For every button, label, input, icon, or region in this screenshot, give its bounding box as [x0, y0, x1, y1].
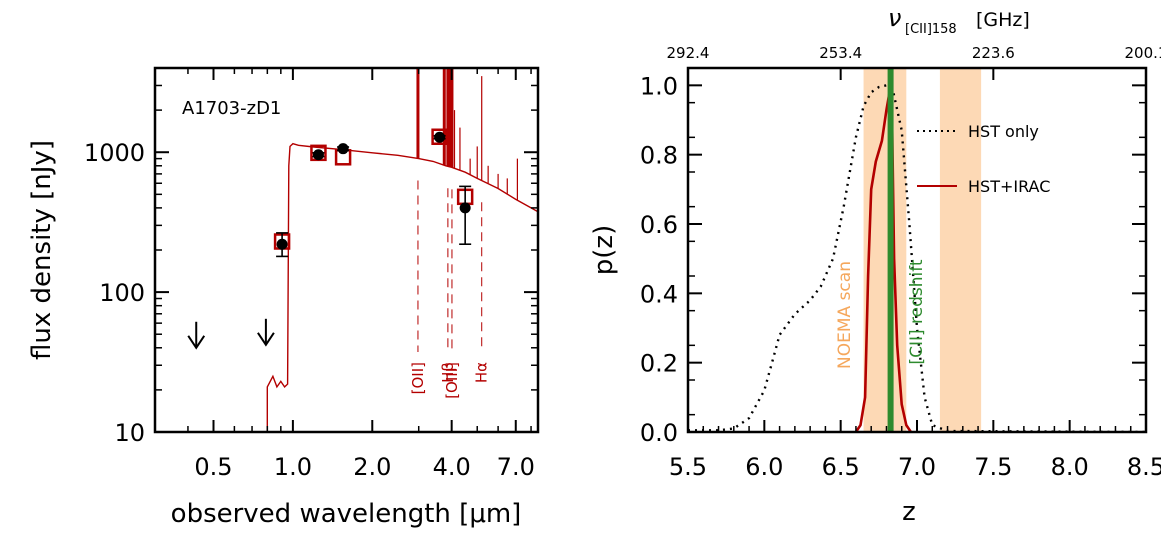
emission-line-label: [OII] — [409, 362, 427, 394]
cii-redshift-label: [CII] redshift — [907, 259, 927, 364]
top-axis-tick-label: 292.4 — [667, 44, 710, 62]
legend-hst-irac-label: HST+IRAC — [968, 177, 1050, 196]
observed-flux-point — [276, 232, 289, 258]
emission-line-label: Hβ — [439, 362, 457, 383]
pz-y-tick-label: 1.0 — [640, 72, 678, 100]
pz-plot-area — [688, 68, 1146, 432]
noema-scan-band — [939, 68, 982, 432]
sed-model-spectrum — [266, 142, 538, 432]
object-label: A1703-zD1 — [182, 98, 281, 119]
svg-text:ν: ν — [888, 4, 901, 32]
top-axis-unit: [GHz] — [976, 9, 1030, 31]
sed-x-tick-label: 2.0 — [353, 453, 391, 481]
sed-y-tick-label: 1000 — [84, 139, 145, 167]
cii-redshift-line — [887, 68, 894, 432]
top-axis-tick-label: 200.1 — [1125, 44, 1161, 62]
observed-flux-point — [312, 149, 325, 161]
noema-scan-label: NOEMA scan — [835, 261, 855, 369]
pz-y-tick-label: 0.2 — [640, 350, 678, 378]
emission-line-label: Hα — [473, 362, 491, 383]
pz-y-tick-label: 0.0 — [640, 419, 678, 447]
pz-axis-ticks: 5.5 6.0 6.5 7.0 7.5 8.0 8.5 0.0 0.2 0.4 0.6 0.8 1.0 2… — [640, 44, 1161, 481]
sed-plot-frame — [153, 66, 540, 434]
emission-line-label: [OIII] — [443, 362, 461, 399]
pz-x-axis-label: z — [902, 497, 916, 527]
observed-flux-point — [459, 185, 472, 246]
pz-plot-frame — [686, 66, 1148, 434]
pz-x-tick-label: 5.5 — [669, 453, 707, 481]
pz-x-tick-label: 6.0 — [745, 453, 783, 481]
upper-limit-arrow — [257, 318, 275, 347]
sed-y-tick-label: 10 — [114, 419, 145, 447]
top-axis-label: ν [CII]158 [GHz] — [888, 4, 1030, 37]
pz-y-tick-label: 0.8 — [640, 142, 678, 170]
pz-x-tick-label: 8.0 — [1051, 453, 1089, 481]
top-axis-tick-label: 223.6 — [972, 44, 1015, 62]
pz-x-tick-label: 7.5 — [974, 453, 1012, 481]
pz-x-tick-label: 6.5 — [822, 453, 860, 481]
pz-panel: 5.5 6.0 6.5 7.0 7.5 8.0 8.5 0.0 0.2 0.4 0.6 0.8 1.0 2… — [589, 4, 1161, 527]
sed-x-axis-label: observed wavelength [μm] — [171, 499, 522, 529]
observed-flux-point — [433, 131, 446, 143]
sed-y-axis-label: flux density [nJy] — [27, 140, 57, 360]
pz-x-tick-label: 8.5 — [1127, 453, 1161, 481]
sed-x-tick-label: 0.5 — [194, 453, 232, 481]
pz-x-tick-label: 7.0 — [898, 453, 936, 481]
pz-y-tick-label: 0.6 — [640, 211, 678, 239]
model-flux-square — [431, 128, 448, 146]
sed-panel: 0.5 1.0 2.0 4.0 7.0 10 100 1000 [OII] Hβ[OIII] Hα… — [27, 66, 540, 529]
sed-x-tick-label: 4.0 — [433, 453, 471, 481]
sed-axis-ticks: 0.5 1.0 2.0 4.0 7.0 10 100 1000 — [84, 68, 538, 481]
observed-flux-point — [337, 143, 350, 155]
sed-y-tick-label: 100 — [99, 279, 145, 307]
legend-hst-only-label: HST only — [968, 122, 1039, 141]
sed-x-tick-label: 7.0 — [497, 453, 535, 481]
pz-hst-only-curve — [688, 84, 1146, 432]
legend: HST only HST+IRAC — [917, 122, 1050, 196]
upper-limit-arrow — [187, 321, 206, 350]
top-axis-tick-label: 253.4 — [819, 44, 862, 62]
top-axis-subscript: [CII]158 — [905, 22, 957, 37]
pz-y-axis-label: p(z) — [589, 225, 619, 275]
pz-y-tick-label: 0.4 — [640, 280, 678, 308]
pz-hst-irac-curve — [854, 92, 912, 432]
sed-x-tick-label: 1.0 — [274, 453, 312, 481]
emission-line-labels: [OII] Hβ[OIII] Hα — [409, 362, 491, 399]
sed-plot-area — [266, 68, 538, 432]
